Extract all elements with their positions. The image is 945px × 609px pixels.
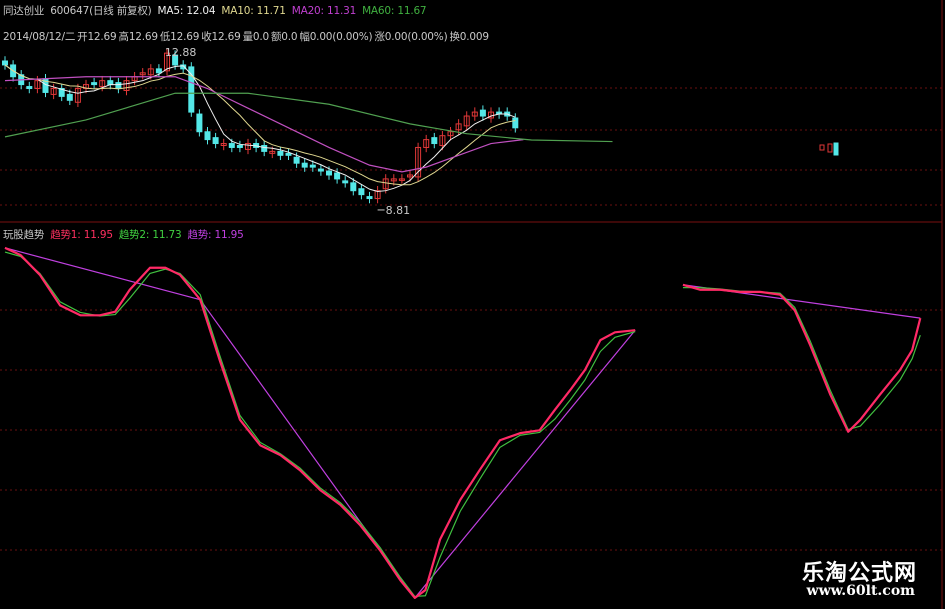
candle-body	[2, 60, 8, 66]
candle-body	[833, 142, 839, 156]
high: 高12.69	[118, 31, 159, 43]
candle-body	[423, 139, 430, 148]
candle-body	[139, 72, 146, 76]
candle-body	[91, 82, 98, 86]
high-price-label: 12.88	[165, 46, 197, 59]
candle-body	[447, 131, 454, 137]
low-price-label: 8.81	[386, 204, 411, 217]
candle-body	[269, 150, 276, 154]
trend2-label: 趋势2: 11.73	[118, 229, 182, 241]
candle-body	[512, 117, 519, 129]
trend1-line	[4, 246, 636, 599]
candle-body	[317, 168, 324, 172]
candle-body	[172, 54, 179, 66]
candle-body	[220, 143, 227, 146]
candle-body	[164, 52, 170, 72]
price-header: 同达创业 600647(日线 前复权) MA5: 12.04 MA10: 11.71 M…	[3, 3, 432, 18]
candle-body	[285, 152, 292, 156]
candle-body	[107, 80, 114, 86]
candle-body	[196, 113, 203, 133]
candle-body	[326, 170, 332, 176]
trend2-line	[682, 287, 921, 431]
candle-body	[455, 123, 462, 131]
candle-body	[34, 80, 41, 90]
candle-body	[479, 109, 486, 117]
amount: 额0.0	[271, 31, 298, 43]
candle-body	[277, 150, 284, 156]
watermark-title: 乐淘公式网	[801, 560, 917, 586]
ma60-line	[4, 92, 613, 143]
candle-body	[342, 180, 349, 184]
candle-body	[358, 188, 365, 196]
candle-body	[439, 135, 446, 146]
change: 涨0.00(0.00%)	[374, 31, 448, 43]
candle-body	[415, 146, 422, 178]
candle-body	[155, 68, 162, 74]
date: 2014/08/12/二	[3, 31, 76, 43]
stock-name: 同达创业	[3, 5, 45, 17]
volume: 量0.0	[242, 31, 270, 43]
candle-body	[350, 182, 357, 192]
trend1-line	[682, 283, 922, 433]
candle-body	[236, 144, 243, 148]
turnover: 换0.009	[449, 31, 489, 43]
ma10-line	[4, 64, 516, 186]
candle-body	[463, 115, 470, 127]
candle-body	[301, 162, 308, 168]
candle-body	[382, 178, 389, 190]
open: 开12.69	[77, 31, 117, 43]
candle-body	[309, 164, 316, 168]
candle-body	[58, 88, 65, 97]
candle-body	[115, 82, 122, 90]
candle-body	[407, 174, 413, 178]
candle-body	[245, 143, 251, 150]
ma5-line	[4, 64, 516, 192]
candle-body	[334, 172, 341, 180]
candle-body	[50, 88, 57, 95]
stock-code: 600647(日线 前复权)	[50, 5, 152, 17]
candle-body	[99, 80, 106, 88]
amplitude: 幅0.00(0.00%)	[299, 31, 373, 43]
candle-body	[123, 80, 130, 91]
candle-body	[819, 144, 825, 151]
ma10-label: MA10: 11.71	[221, 5, 286, 17]
candle-body	[188, 66, 195, 113]
candle-body	[366, 196, 373, 200]
candle-body	[212, 137, 219, 145]
candle-body	[390, 178, 397, 182]
ma20-label: MA20: 11.31	[291, 5, 357, 17]
candle-body	[180, 64, 187, 70]
candle-body	[261, 144, 268, 152]
candle-body	[398, 178, 405, 181]
low: 低12.69	[159, 31, 200, 43]
trend3-line	[4, 247, 636, 599]
ma20-line	[4, 76, 524, 173]
candle-body	[293, 156, 300, 164]
candle-body	[74, 88, 81, 103]
indicator-header: 玩股趋势 趋势1: 11.95 趋势2: 11.73 趋势: 11.95	[3, 227, 250, 242]
ma60-label: MA60: 11.67	[362, 5, 427, 17]
trend2-line	[4, 251, 636, 598]
ma5-label: MA5: 12.04	[157, 5, 216, 17]
bar-info: 2014/08/12/二 开12.69 高12.69 低12.69 收12.69 量0.0…	[3, 29, 495, 44]
indicator-title: 玩股趋势	[3, 229, 45, 241]
trend3-label: 趋势: 11.95	[187, 229, 244, 241]
candle-body	[66, 93, 73, 101]
candle-body	[431, 137, 438, 145]
candle-body	[374, 190, 381, 200]
close: 收12.69	[201, 31, 241, 43]
candle-body	[827, 143, 833, 153]
candle-body	[471, 111, 478, 117]
candle-body	[26, 86, 33, 90]
candle-body	[147, 68, 154, 76]
candle-body	[228, 143, 235, 148]
trend1-label: 趋势1: 11.95	[50, 229, 113, 241]
candle-body	[204, 131, 211, 141]
watermark-url: www.60lt.com	[806, 583, 915, 599]
